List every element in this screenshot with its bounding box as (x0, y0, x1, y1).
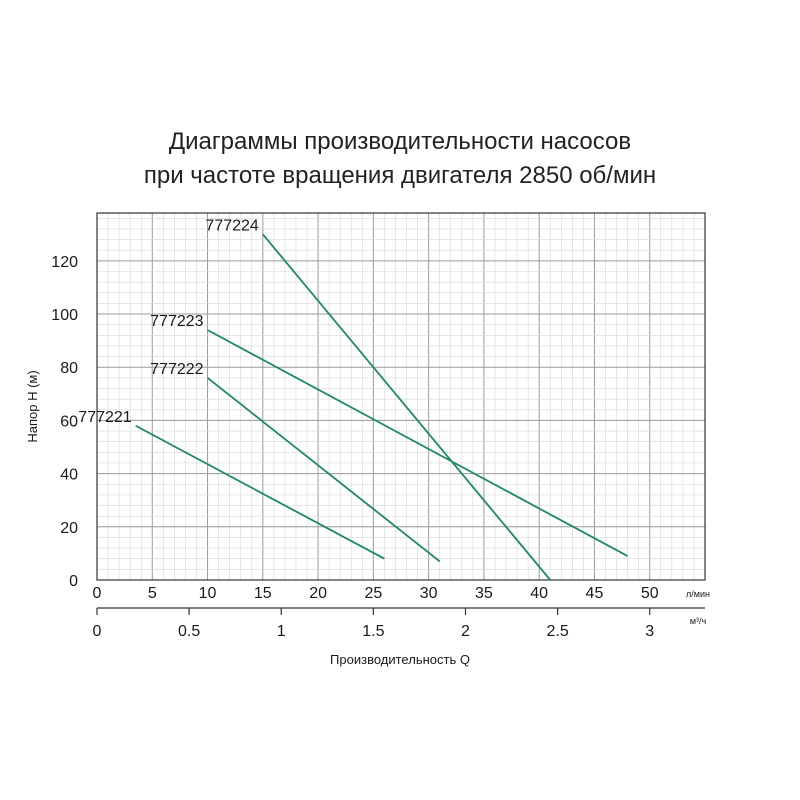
x-tick-label: 25 (364, 585, 382, 602)
series-line-777223 (207, 329, 629, 557)
chart-series (135, 233, 629, 581)
x-secondary-tick-label: 1 (277, 623, 286, 640)
x-secondary-tick-label: 2 (461, 623, 470, 640)
x-secondary-tick-label: 2.5 (546, 623, 568, 640)
x-unit-primary: л/мин (686, 589, 710, 599)
x-secondary-tick-label: 0.5 (178, 623, 200, 640)
series-line-777224 (262, 233, 551, 581)
x-unit-secondary: м³/ч (690, 616, 707, 626)
series-line-777222 (206, 377, 441, 563)
y-tick-label: 120 (51, 254, 78, 271)
x-secondary-tick-label: 3 (645, 623, 654, 640)
chart-axes (96, 212, 706, 615)
y-tick-label: 80 (60, 360, 78, 377)
series-line-777221 (135, 424, 385, 560)
x-tick-label: 50 (641, 585, 659, 602)
chart-grid (96, 213, 706, 581)
y-tick-label: 20 (60, 520, 78, 537)
x-secondary-tick-label: 1.5 (362, 623, 384, 640)
y-axis-label: Напор Н (м) (25, 370, 40, 442)
series-label-777224: 777224 (205, 217, 258, 234)
y-tick-label: 0 (69, 573, 78, 590)
x-tick-label: 15 (254, 585, 272, 602)
x-tick-label: 5 (148, 585, 157, 602)
x-secondary-tick-label: 0 (93, 623, 102, 640)
x-axis-label: Производительность Q (330, 652, 470, 667)
x-tick-label: 45 (586, 585, 604, 602)
y-tick-label: 100 (51, 307, 78, 324)
x-tick-label: 35 (475, 585, 493, 602)
y-tick-label: 40 (60, 467, 78, 484)
x-tick-label: 20 (309, 585, 327, 602)
x-tick-label: 30 (420, 585, 438, 602)
chart-subtitle: при частоте вращения двигателя 2850 об/м… (143, 162, 657, 189)
series-label-777222: 777222 (150, 361, 203, 378)
x-tick-label: 0 (93, 585, 102, 602)
chart-title: Диаграммы производительности насосов (168, 128, 632, 155)
y-tick-label: 60 (60, 413, 78, 430)
series-label-777223: 777223 (150, 313, 203, 330)
x-tick-label: 10 (199, 585, 217, 602)
x-tick-label: 40 (530, 585, 548, 602)
series-label-777221: 777221 (78, 409, 131, 426)
plot-frame (96, 212, 706, 581)
